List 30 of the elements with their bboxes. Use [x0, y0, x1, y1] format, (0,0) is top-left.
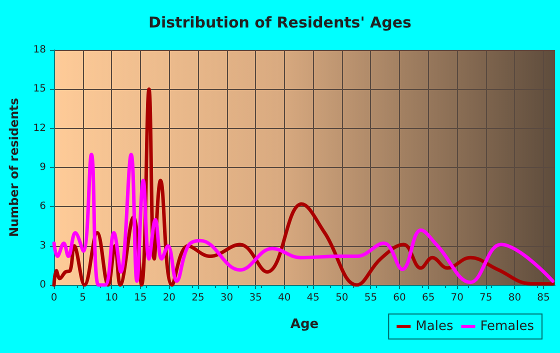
x-axis-title: Age: [290, 317, 319, 332]
x-tick-label: 5: [80, 292, 86, 304]
x-tick-label: 75: [480, 292, 492, 304]
y-tick-label: 6: [40, 201, 46, 212]
x-tick-label: 70: [450, 292, 464, 304]
x-tick-label: 20: [162, 292, 176, 304]
x-tick-label: 30: [220, 292, 234, 304]
y-tick-label: 12: [33, 122, 46, 134]
x-tick-label: 50: [336, 292, 348, 304]
x-tick-label: 25: [192, 292, 204, 304]
legend-label: Males: [416, 319, 454, 334]
y-tick-label: 15: [33, 84, 46, 95]
legend-label: Females: [480, 319, 534, 334]
y-tick-label: 3: [40, 240, 46, 252]
x-tick-label: 65: [422, 292, 435, 304]
y-tick-label: 0: [40, 280, 46, 290]
x-tick-label: 85: [537, 292, 550, 304]
y-axis-title: Number of residents: [7, 98, 21, 238]
x-tick-label: 45: [306, 292, 320, 304]
x-tick-label: 10: [105, 292, 118, 304]
x-tick-label: 60: [393, 292, 406, 304]
x-tick-label: 15: [134, 292, 147, 304]
x-tick-label: 55: [364, 292, 378, 304]
x-tick-label: 0: [50, 292, 58, 304]
x-tick-label: 80: [508, 292, 522, 304]
y-tick-label: 9: [40, 162, 46, 173]
chart-title: Distribution of Residents' Ages: [148, 14, 412, 32]
x-tick-label: 40: [278, 292, 291, 304]
y-tick-label: 18: [33, 44, 46, 56]
x-tick-label: 35: [249, 292, 262, 304]
